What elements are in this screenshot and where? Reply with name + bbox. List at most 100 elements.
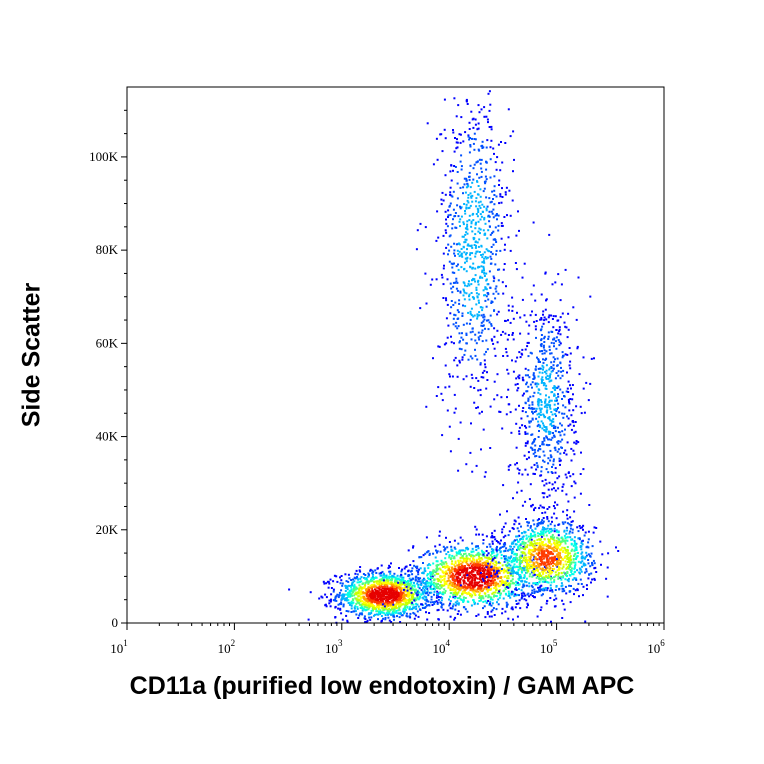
event-dot	[512, 170, 514, 173]
event-dot	[490, 604, 493, 607]
event-dot	[403, 610, 406, 613]
event-dot	[442, 234, 445, 237]
event-dot	[442, 565, 445, 568]
event-dot	[494, 561, 497, 563]
event-dot	[388, 564, 391, 567]
event-dot	[408, 594, 411, 596]
event-dot	[449, 282, 452, 285]
event-dot	[477, 565, 480, 568]
event-dot	[458, 341, 461, 344]
event-dot	[460, 336, 463, 339]
event-dot	[400, 589, 403, 592]
event-dot	[383, 605, 386, 608]
event-dot	[387, 612, 390, 614]
event-dot	[467, 282, 470, 285]
event-dot	[480, 597, 483, 600]
event-dot	[496, 156, 499, 159]
event-dot	[476, 358, 479, 361]
event-dot	[387, 601, 390, 604]
event-dot	[454, 166, 457, 168]
event-dot	[510, 569, 513, 572]
event-dot	[470, 196, 473, 199]
event-dot	[556, 536, 559, 539]
event-dot	[543, 550, 546, 553]
event-dot	[483, 587, 486, 590]
event-dot	[472, 550, 475, 553]
event-dot	[495, 214, 498, 217]
event-dot	[457, 317, 460, 320]
event-dot	[470, 604, 473, 607]
event-dot	[490, 302, 493, 304]
event-dot	[377, 612, 380, 615]
event-dot	[436, 566, 439, 568]
event-dot	[389, 591, 392, 594]
event-dot	[479, 228, 482, 231]
event-dot	[529, 549, 532, 551]
event-dot	[467, 207, 470, 210]
event-dot	[422, 562, 424, 564]
event-dot	[491, 559, 494, 562]
event-dot	[418, 591, 421, 594]
event-dot	[384, 607, 387, 610]
event-dot	[529, 314, 532, 317]
event-dot	[571, 531, 574, 534]
event-dot	[454, 562, 457, 565]
event-dot	[571, 528, 574, 531]
event-dot	[560, 424, 563, 427]
event-dot	[370, 577, 373, 580]
event-dot	[555, 397, 558, 399]
event-dot	[471, 330, 474, 333]
event-dot	[392, 593, 395, 596]
event-dot	[530, 544, 533, 547]
event-dot	[476, 296, 479, 299]
event-dot	[453, 165, 456, 167]
event-dot	[383, 590, 386, 593]
event-dot	[521, 541, 524, 543]
event-dot	[487, 586, 490, 589]
event-dot	[462, 281, 465, 284]
event-dot	[479, 276, 481, 279]
event-dot	[504, 588, 507, 590]
event-dot	[380, 583, 382, 585]
event-dot	[514, 520, 517, 523]
event-dot	[492, 147, 495, 150]
event-dot	[527, 592, 530, 595]
event-dot	[454, 604, 457, 607]
event-dot	[445, 536, 447, 539]
event-dot	[378, 602, 381, 604]
event-dot	[578, 595, 580, 598]
event-dot	[346, 585, 349, 588]
event-dot	[566, 549, 569, 552]
event-dot	[441, 596, 444, 599]
event-dot	[550, 438, 553, 441]
event-dot	[564, 552, 567, 554]
event-dot	[545, 571, 548, 574]
event-dot	[543, 527, 546, 529]
event-dot	[479, 568, 482, 571]
event-dot	[470, 580, 473, 583]
event-dot	[407, 569, 410, 572]
event-dot	[449, 602, 452, 605]
event-dot	[567, 312, 570, 315]
event-dot	[481, 595, 484, 598]
event-dot	[546, 527, 549, 530]
event-dot	[444, 137, 447, 140]
event-dot	[469, 310, 472, 313]
event-dot	[533, 590, 536, 593]
event-dot	[557, 551, 560, 554]
event-dot	[576, 526, 579, 529]
event-dot	[449, 575, 452, 578]
event-dot	[309, 591, 312, 594]
event-dot	[407, 595, 410, 598]
event-dot	[547, 561, 550, 564]
event-dot	[494, 581, 496, 584]
event-dot	[569, 601, 572, 604]
event-dot	[553, 512, 556, 515]
event-dot	[567, 424, 570, 427]
event-dot	[503, 542, 506, 545]
event-dot	[504, 319, 506, 322]
event-dot	[328, 582, 331, 585]
event-dot	[364, 604, 367, 606]
event-dot	[390, 603, 393, 606]
event-dot	[454, 560, 457, 563]
